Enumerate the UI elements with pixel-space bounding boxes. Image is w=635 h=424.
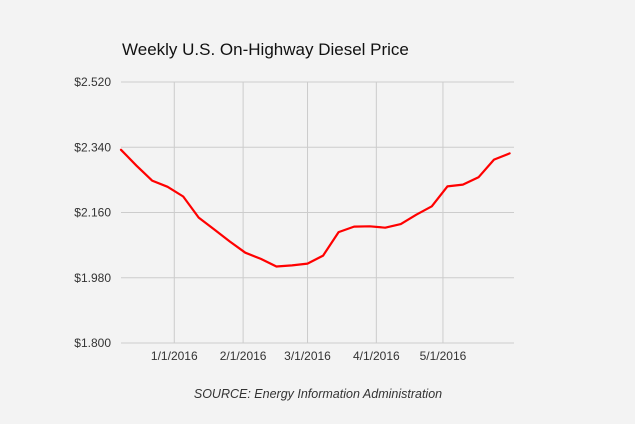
y-axis-tick-labels: $1.800 $1.980 $2.160 $2.340 $2.520 xyxy=(74,75,111,350)
diesel-price-line xyxy=(119,148,511,268)
source-note: SOURCE: Energy Information Administratio… xyxy=(194,387,442,401)
x-axis-tick-labels: 1/1/2016 2/1/2016 3/1/2016 4/1/2016 5/1/2016 xyxy=(151,349,467,363)
y-tick-label: $1.980 xyxy=(74,271,111,285)
x-tick-label: 4/1/2016 xyxy=(353,349,400,363)
grid xyxy=(121,81,514,344)
y-tick-label: $2.160 xyxy=(74,206,111,220)
y-tick-label: $1.800 xyxy=(74,336,111,350)
y-tick-label: $2.520 xyxy=(74,75,111,89)
x-tick-label: 2/1/2016 xyxy=(220,349,267,363)
x-tick-label: 5/1/2016 xyxy=(420,349,467,363)
x-tick-label: 1/1/2016 xyxy=(151,349,198,363)
x-tick-label: 3/1/2016 xyxy=(284,349,331,363)
y-tick-label: $2.340 xyxy=(74,140,111,154)
chart-title: Weekly U.S. On-Highway Diesel Price xyxy=(122,40,409,59)
